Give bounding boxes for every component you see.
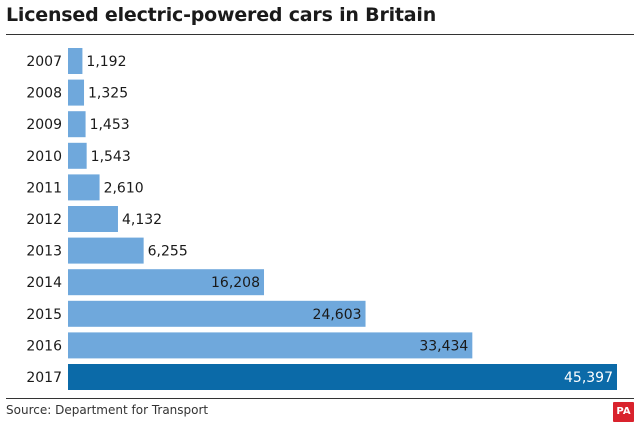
category-label-2011: 2011 — [26, 180, 62, 196]
bar-2017 — [68, 364, 617, 390]
value-label-2008: 1,325 — [88, 86, 128, 102]
category-label-2014: 2014 — [26, 275, 62, 291]
category-label-2016: 2016 — [26, 338, 62, 354]
title-divider — [6, 34, 634, 35]
bar-2016 — [68, 332, 473, 359]
value-label-2017: 45,397 — [564, 370, 613, 386]
bar-2012 — [68, 206, 118, 232]
value-label-2007: 1,192 — [86, 54, 126, 70]
footer-divider — [6, 398, 634, 399]
value-label-2014: 16,208 — [211, 275, 260, 291]
category-label-2007: 2007 — [26, 54, 62, 70]
category-label-2013: 2013 — [26, 244, 62, 260]
value-label-2016: 33,434 — [419, 338, 468, 354]
bar-2009 — [68, 111, 86, 138]
value-label-2013: 6,255 — [148, 244, 188, 260]
value-label-2011: 2,610 — [104, 180, 144, 196]
value-label-2015: 24,603 — [313, 307, 362, 323]
bar-2007 — [68, 48, 83, 74]
category-label-2015: 2015 — [26, 307, 62, 323]
bar-2008 — [68, 79, 85, 106]
category-label-2008: 2008 — [26, 86, 62, 102]
bar-2014 — [68, 269, 265, 296]
category-label-2012: 2012 — [26, 212, 62, 228]
category-label-2009: 2009 — [26, 117, 62, 133]
value-label-2012: 4,132 — [122, 212, 162, 228]
bar-2011 — [68, 174, 100, 201]
category-label-2010: 2010 — [26, 149, 62, 165]
value-label-2009: 1,453 — [90, 117, 130, 133]
bar-2010 — [68, 142, 87, 169]
pa-logo: PA — [613, 402, 634, 422]
bar-2015 — [68, 300, 366, 327]
category-label-2017: 2017 — [26, 370, 62, 386]
chart-title: Licensed electric-powered cars in Britai… — [6, 4, 437, 26]
bar-2013 — [68, 237, 144, 264]
source-note: Source: Department for Transport — [6, 403, 209, 417]
value-label-2010: 1,543 — [91, 149, 131, 165]
